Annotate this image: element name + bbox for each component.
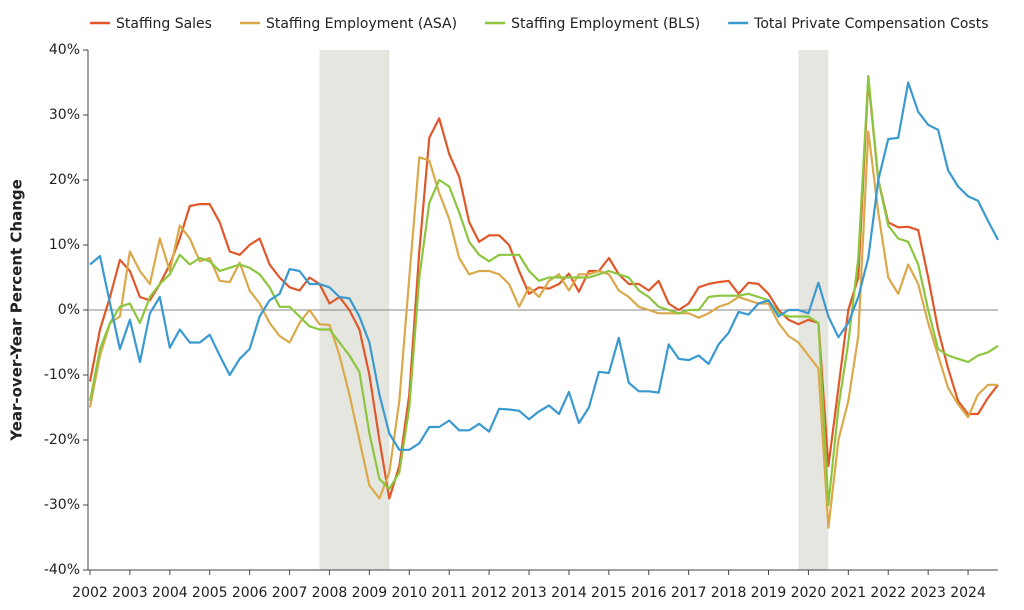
x-tick-label: 2012 [471, 585, 507, 601]
x-tick-label: 2009 [352, 585, 388, 601]
x-tick-label: 2004 [152, 585, 188, 601]
x-tick-label: 2021 [831, 585, 867, 601]
x-tick-label: 2011 [431, 585, 467, 601]
y-tick-label: -30% [44, 497, 80, 513]
series-line [88, 130, 998, 529]
y-tick-label: 0% [58, 302, 80, 318]
series-line [89, 81, 999, 451]
x-tick-label: 2002 [72, 585, 108, 601]
x-tick-label: 2020 [791, 585, 827, 601]
legend-label: Staffing Sales [116, 16, 212, 32]
x-tick-label: 2023 [910, 585, 946, 601]
legend-label: Staffing Employment (ASA) [266, 16, 457, 32]
x-tick-label: 2018 [711, 585, 747, 601]
series-line [88, 74, 999, 507]
x-tick-label: 2013 [511, 585, 547, 601]
x-tick-label: 2010 [391, 585, 427, 601]
legend-label: Total Private Compensation Costs [753, 16, 988, 32]
x-tick-label: 2024 [950, 585, 986, 601]
x-tick-label: 2008 [312, 585, 348, 601]
x-tick-label: 2005 [192, 585, 228, 601]
x-tick-label: 2017 [671, 585, 707, 601]
x-tick-label: 2007 [272, 585, 308, 601]
y-tick-label: 30% [49, 107, 80, 123]
y-tick-label: -10% [44, 367, 80, 383]
y-tick-label: 40% [49, 42, 80, 58]
y-tick-label: 20% [49, 172, 80, 188]
x-tick-label: 2006 [232, 585, 268, 601]
x-tick-label: 2016 [631, 585, 667, 601]
y-tick-label: 10% [49, 237, 80, 253]
y-tick-label: -40% [44, 562, 80, 578]
y-tick-label: -20% [44, 432, 80, 448]
x-tick-label: 2015 [591, 585, 627, 601]
y-axis-title: Year-over-Year Percent Change [8, 179, 26, 442]
x-tick-label: 2022 [870, 585, 906, 601]
x-tick-label: 2014 [551, 585, 587, 601]
legend-label: Staffing Employment (BLS) [511, 16, 700, 32]
x-tick-label: 2003 [112, 585, 148, 601]
x-tick-label: 2019 [751, 585, 787, 601]
